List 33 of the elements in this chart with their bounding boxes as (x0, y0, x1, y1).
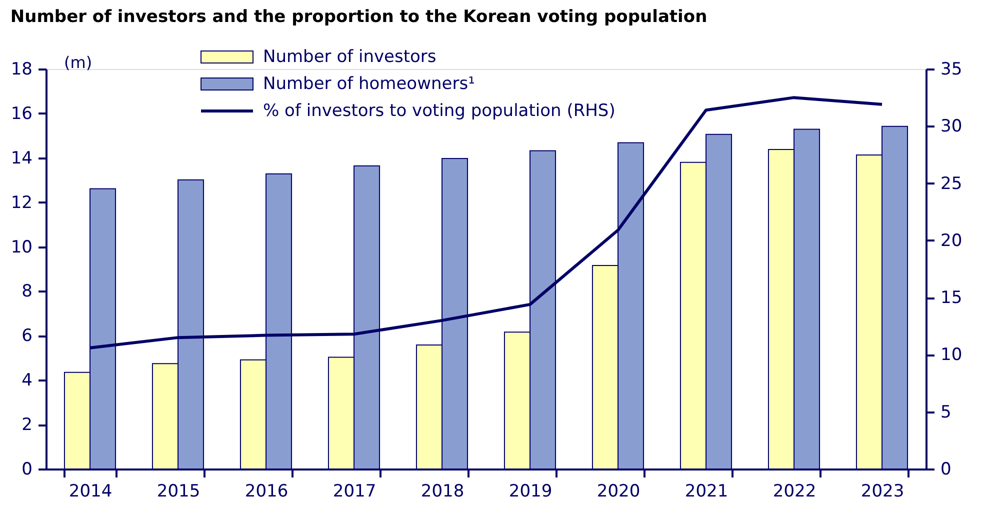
x-tick-label: 2021 (684, 482, 728, 502)
legend-label: % of investors to voting population (RHS) (263, 101, 616, 121)
y-tick-label: 4 (22, 370, 32, 391)
y-tick-label: 0 (22, 460, 32, 480)
x-tick-label: 2015 (156, 482, 200, 502)
x-tick-label: 2020 (596, 482, 640, 502)
y-tick-label: 16 (10, 104, 32, 124)
x-tick-label: 2022 (772, 482, 816, 502)
y2-tick-label: 10 (940, 345, 962, 366)
chart-title: Number of investors and the proportion to the Korean voting population (10, 7, 708, 27)
x-tick-label: 2016 (244, 482, 288, 502)
legend-label: Number of homeowners¹ (263, 74, 475, 94)
y2-tick-label: 15 (940, 288, 962, 308)
x-tick-label: 2014 (68, 482, 112, 502)
x-tick-label: 2019 (508, 482, 552, 502)
annotation: (m) (64, 53, 92, 72)
y-tick-label: 8 (22, 282, 32, 302)
y-tick-label: 6 (22, 326, 32, 346)
y-tick-label: 18 (10, 60, 32, 80)
x-tick-label: 2017 (332, 482, 376, 502)
legend-label: Number of investors (263, 47, 436, 67)
y2-tick-label: 35 (940, 60, 962, 80)
y2-tick-label: 5 (940, 402, 952, 422)
y-tick-label: 2 (22, 415, 32, 436)
y2-tick-label: 20 (940, 230, 962, 251)
y-tick-label: 14 (10, 148, 32, 168)
y-tick-label: 10 (10, 237, 32, 258)
y-tick-label: 12 (10, 192, 32, 213)
x-tick-label: 2023 (860, 482, 904, 502)
y2-tick-label: 30 (940, 116, 962, 137)
x-tick-label: 2018 (420, 482, 464, 502)
y2-tick-label: 25 (940, 174, 962, 194)
y2-tick-label: 0 (940, 460, 952, 480)
